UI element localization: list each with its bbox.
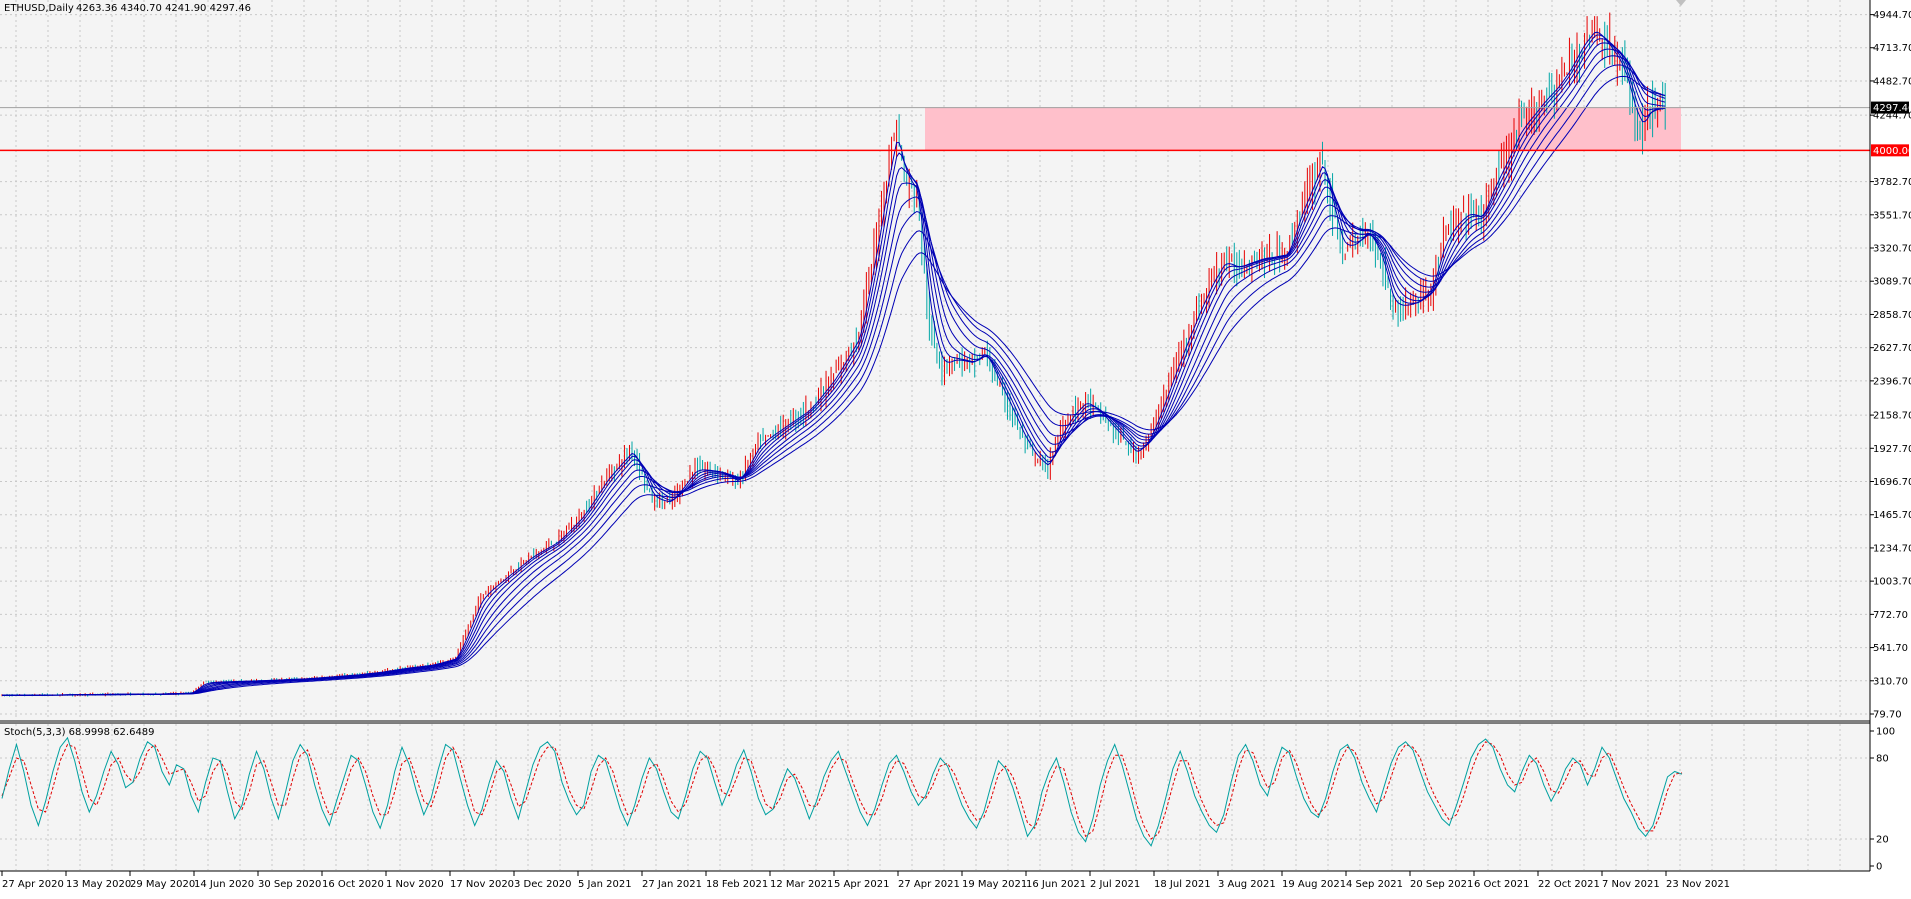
ma-line <box>2 55 1666 696</box>
stoch-tick-label: 100 <box>1876 727 1895 738</box>
price-tick-label: 2158.70 <box>1873 411 1911 422</box>
time-tick-label: 27 Jan 2021 <box>642 879 702 890</box>
time-tick-label: 30 Sep 2020 <box>258 879 321 890</box>
grid <box>0 0 1870 870</box>
time-tick-label: 29 May 2020 <box>130 879 195 890</box>
time-tick-label: 19 May 2021 <box>962 879 1027 890</box>
stoch-tick-label: 80 <box>1876 754 1889 765</box>
stoch-pane-background <box>0 723 1870 871</box>
price-tick-label: 3089.70 <box>1873 277 1911 288</box>
price-tick-label: 3551.70 <box>1873 210 1911 221</box>
price-tick-label: 1465.70 <box>1873 510 1911 521</box>
price-axis[interactable]: 4944.70 4713.70 4482.70 4244.70 3782.70 3551.… <box>1870 10 1911 721</box>
price-tick-label: 772.70 <box>1873 610 1908 621</box>
price-tick-label: 4944.70 <box>1873 10 1911 21</box>
time-tick-label: 17 Nov 2020 <box>450 879 514 890</box>
price-tick-label: 541.70 <box>1873 643 1908 654</box>
time-tick-label: 7 Nov 2021 <box>1602 879 1660 890</box>
price-tick-label: 2858.70 <box>1873 310 1911 321</box>
time-tick-label: 14 Jun 2020 <box>194 879 254 890</box>
time-tick-label: 16 Oct 2020 <box>322 879 384 890</box>
time-tick-label: 22 Oct 2021 <box>1538 879 1600 890</box>
time-tick-label: 20 Sep 2021 <box>1410 879 1473 890</box>
level-price-label: 4000.00 <box>1873 146 1911 157</box>
level-price-tag: 4000.00 <box>1871 144 1911 157</box>
time-tick-label: 27 Apr 2020 <box>2 879 64 890</box>
price-tick-label: 1003.70 <box>1873 577 1911 588</box>
time-tick-label: 6 Oct 2021 <box>1474 879 1529 890</box>
ma-ribbon <box>2 31 1666 696</box>
resistance-zone <box>925 107 1681 151</box>
current-price-tag: 4297.46 <box>1871 101 1911 114</box>
time-tick-label: 2 Jul 2021 <box>1090 879 1140 890</box>
ohlc-readout: 4263.36 4340.70 4241.90 4297.46 <box>76 3 251 14</box>
stochastic-lines <box>1 736 1683 847</box>
time-tick-label: 16 Jun 2021 <box>1026 879 1086 890</box>
price-tick-label: 79.70 <box>1873 710 1902 721</box>
price-tick-label: 1234.70 <box>1873 543 1911 554</box>
ma-line <box>2 75 1666 696</box>
stoch-main-line <box>1 736 1683 847</box>
scroll-indicator-icon[interactable] <box>1676 0 1686 6</box>
candles <box>1 12 1666 697</box>
time-tick-label: 27 Apr 2021 <box>898 879 960 890</box>
price-tick-label: 2396.70 <box>1873 376 1911 387</box>
stoch-tick-label: 0 <box>1876 862 1882 873</box>
price-tick-label: 4244.70 <box>1873 111 1911 122</box>
time-tick-label: 12 Mar 2021 <box>770 879 833 890</box>
price-tick-label: 4713.70 <box>1873 43 1911 54</box>
price-tick-label: 1696.70 <box>1873 477 1911 488</box>
price-tick-label: 2627.70 <box>1873 343 1911 354</box>
time-tick-label: 3 Aug 2021 <box>1218 879 1276 890</box>
time-tick-label: 5 Apr 2021 <box>834 879 889 890</box>
stoch-title: Stoch(5,3,3) 68.9998 62.6489 <box>4 727 155 738</box>
price-tick-label: 3782.70 <box>1873 177 1911 188</box>
time-tick-label: 5 Jan 2021 <box>578 879 632 890</box>
time-tick-label: 23 Nov 2021 <box>1666 879 1730 890</box>
time-tick-label: 18 Jul 2021 <box>1154 879 1211 890</box>
time-tick-label: 18 Feb 2021 <box>706 879 768 890</box>
stoch-tick-label: 20 <box>1876 835 1889 846</box>
time-tick-label: 4 Sep 2021 <box>1346 879 1403 890</box>
price-tick-label: 3320.70 <box>1873 244 1911 255</box>
stoch-axis: 100 80 20 0 <box>1870 727 1895 873</box>
price-tick-label: 4482.70 <box>1873 76 1911 87</box>
time-tick-label: 3 Dec 2020 <box>514 879 572 890</box>
price-tick-label: 1927.70 <box>1873 444 1911 455</box>
ma-line <box>2 48 1666 696</box>
current-price-label: 4297.46 <box>1873 103 1911 114</box>
price-tick-label: 310.70 <box>1873 676 1908 687</box>
time-tick-label: 13 May 2020 <box>66 879 131 890</box>
time-tick-label: 19 Aug 2021 <box>1282 879 1346 890</box>
time-tick-label: 1 Nov 2020 <box>386 879 444 890</box>
symbol-title: ETHUSD,Daily <box>4 3 74 14</box>
